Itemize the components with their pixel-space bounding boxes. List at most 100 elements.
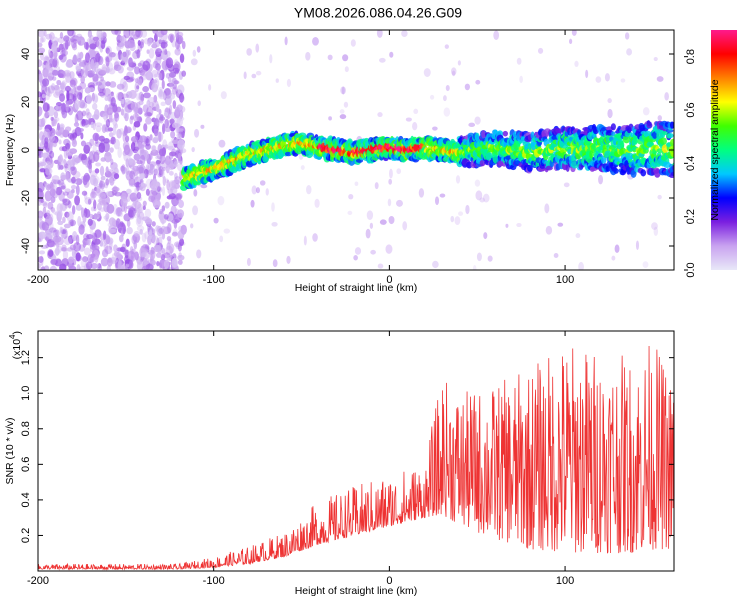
spectrogram-noise-cell [38, 131, 45, 141]
spectrogram-noise-cell [83, 144, 91, 155]
spectrogram-noise-cell [412, 121, 418, 131]
spectrogram-noise-cell [153, 118, 160, 130]
spectrogram-noise-cell [58, 182, 66, 189]
spectrogram-noise-cell [147, 96, 155, 103]
spectrogram-noise-cell [246, 48, 252, 56]
spectrogram-noise-cell [39, 51, 45, 61]
spectrogram-noise-cell [445, 84, 450, 92]
spectrogram-noise-cell [63, 35, 70, 42]
spectrogram-noise-cell [578, 261, 584, 270]
spectrogram-noise-cell [197, 100, 201, 107]
spectrogram-noise-cell [136, 225, 145, 232]
spectrogram-noise-cell [136, 49, 141, 59]
spectrogram-noise-cell [132, 136, 138, 142]
spectrogram-noise-cell [145, 138, 150, 144]
spectrogram-noise-cell [156, 260, 160, 267]
spectrogram-noise-cell [129, 170, 135, 179]
spectrogram-noise-cell [141, 232, 147, 243]
spectrogram-noise-cell [125, 49, 130, 58]
spectrogram-noise-cell [160, 41, 168, 49]
spectrogram-noise-cell [171, 160, 180, 165]
spectrogram-noise-cell [152, 235, 160, 245]
spectrogram-noise-cell [126, 188, 132, 194]
spectrogram-noise-cell [49, 188, 56, 197]
spectrogram-noise-cell [150, 169, 154, 175]
spectrogram-noise-cell [45, 164, 51, 176]
spectrogram-noise-cell [432, 260, 439, 269]
spectrogram-noise-cell [99, 165, 105, 177]
spectrogram-noise-cell [626, 48, 633, 56]
spectrogram-noise-cell [131, 234, 137, 245]
spectrogram-noise-cell [58, 127, 66, 138]
spectrogram-noise-cell [168, 170, 174, 176]
spectrogram-noise-cell [93, 109, 100, 120]
spectrogram-noise-cell [167, 33, 175, 42]
spectrogram-noise-cell [49, 150, 55, 159]
spectrogram-noise-cell [139, 228, 143, 235]
spectrogram-noise-cell [85, 94, 93, 105]
spectrogram-xlabel: Height of straight line (km) [295, 282, 418, 294]
spectrogram-noise-cell [450, 215, 455, 223]
spectrogram-noise-cell [133, 153, 141, 161]
spectrogram-noise-cell [82, 175, 88, 186]
spectrogram-noise-cell [342, 54, 349, 62]
spectrogram-noise-cell [151, 145, 157, 153]
spectrogram-noise-cell [81, 190, 88, 196]
spectrogram-noise-cell [451, 70, 456, 77]
spectrogram-noise-cell [151, 259, 156, 266]
spectrogram-noise-cell [41, 265, 46, 270]
spectrogram-noise-cell [178, 225, 184, 232]
spectrogram-noise-cell [158, 91, 166, 100]
spectrogram-noise-cell [161, 186, 166, 196]
spectrogram-noise-cell [38, 262, 41, 269]
spectrogram-noise-cell [95, 186, 101, 194]
spectrogram-noise-cell [173, 80, 179, 85]
spectrogram-noise-cell [123, 75, 131, 81]
spectrogram-noise-cell [59, 93, 65, 102]
spectrogram-noise-cell [265, 188, 269, 196]
spectrogram-noise-cell [89, 244, 96, 250]
spectrogram-noise-cell [70, 185, 77, 190]
spectrogram-noise-cell [148, 189, 156, 200]
spectrogram-noise-cell [571, 30, 577, 36]
spectrogram-noise-cell [106, 169, 114, 178]
spectrogram-noise-cell [72, 170, 81, 179]
spectrogram-noise-cell [286, 78, 292, 88]
spectrogram-noise-cell [58, 139, 62, 145]
spectrogram-noise-cell [139, 145, 145, 154]
spectrogram-noise-cell [100, 76, 104, 82]
spectrogram-noise-cell [158, 131, 162, 143]
spectrogram-noise-cell [46, 229, 54, 239]
spectrogram-noise-cell [169, 118, 175, 125]
spectrogram-noise-cell [51, 132, 56, 142]
spectrogram-noise-cell [286, 255, 291, 264]
spectrogram-noise-cell [83, 41, 89, 50]
spectrogram-noise-cell [51, 175, 60, 183]
spectrogram-noise-cell [74, 99, 80, 111]
spectrogram-noise-cell [213, 217, 219, 224]
xtick-label: -200 [27, 274, 49, 286]
spectrogram-noise-cell [50, 196, 56, 204]
spectrogram-noise-cell [61, 232, 66, 239]
spectrogram-noise-cell [161, 205, 166, 212]
spectrogram-noise-cell [604, 73, 610, 82]
spectrogram-noise-cell [75, 65, 82, 72]
spectrogram-noise-cell [41, 84, 48, 95]
spectrogram-noise-cell [312, 36, 319, 46]
spectrogram-noise-cell [82, 119, 89, 126]
spectrogram-noise-cell [104, 151, 112, 163]
spectrogram-noise-cell [92, 132, 100, 142]
spectrogram-noise-cell [149, 163, 154, 171]
spectrogram-noise-cell [140, 252, 147, 258]
spectrogram-noise-cell [57, 220, 64, 226]
spectrogram-noise-cell [67, 30, 74, 37]
spectrogram-noise-cell [153, 168, 158, 176]
spectrogram-noise-cell [148, 229, 153, 240]
spectrogram-noise-cell [38, 30, 45, 38]
spectrogram-signal-cell [667, 132, 674, 139]
spectrogram-noise-cell [127, 250, 135, 260]
spectrogram-noise-cell [75, 178, 83, 186]
spectrogram-noise-cell [376, 30, 383, 38]
spectrogram-noise-cell [146, 106, 154, 117]
spectrogram-noise-cell [166, 195, 173, 200]
